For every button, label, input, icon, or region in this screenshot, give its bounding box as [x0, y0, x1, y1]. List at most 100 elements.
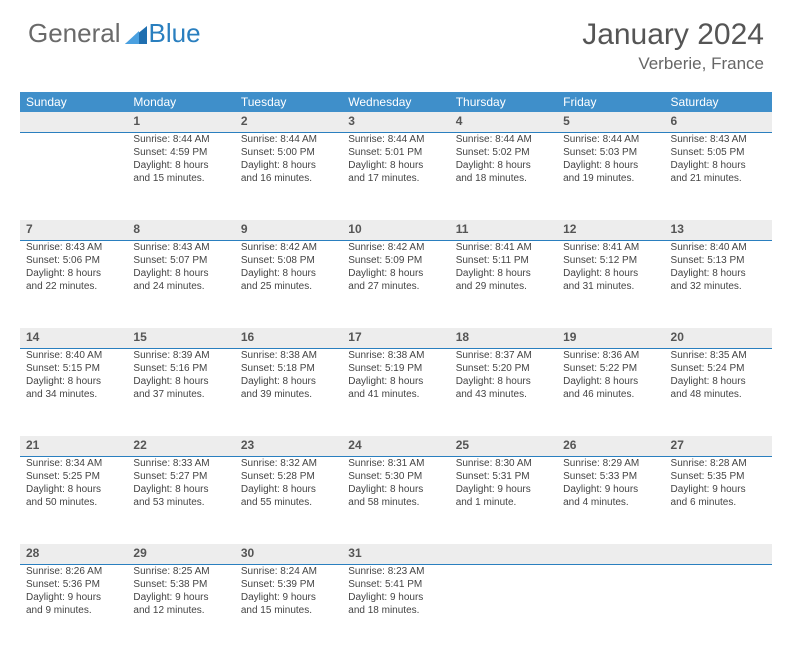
day-number: 26: [557, 436, 664, 456]
day-detail-line: Sunrise: 8:35 AM: [671, 349, 766, 362]
logo: General Blue: [28, 18, 201, 49]
weekday-header: Friday: [557, 92, 664, 112]
day-cell: Sunrise: 8:43 AMSunset: 5:07 PMDaylight:…: [127, 240, 234, 328]
weekday-header: Sunday: [20, 92, 127, 112]
day-content-row: Sunrise: 8:44 AMSunset: 4:59 PMDaylight:…: [20, 132, 772, 220]
day-detail-line: and 17 minutes.: [348, 172, 443, 185]
calendar-table: Sunday Monday Tuesday Wednesday Thursday…: [20, 92, 772, 652]
day-detail-line: and 12 minutes.: [133, 604, 228, 617]
day-detail-line: Sunrise: 8:28 AM: [671, 457, 766, 470]
day-cell: Sunrise: 8:34 AMSunset: 5:25 PMDaylight:…: [20, 456, 127, 544]
day-detail-line: Sunrise: 8:26 AM: [26, 565, 121, 578]
day-detail-line: and 9 minutes.: [26, 604, 121, 617]
day-detail-line: and 21 minutes.: [671, 172, 766, 185]
day-detail-line: Sunrise: 8:44 AM: [456, 133, 551, 146]
day-number: 30: [235, 544, 342, 564]
day-cell: Sunrise: 8:44 AMSunset: 5:00 PMDaylight:…: [235, 132, 342, 220]
day-detail-line: and 41 minutes.: [348, 388, 443, 401]
day-detail-line: Daylight: 8 hours: [241, 159, 336, 172]
day-detail-line: Daylight: 9 hours: [563, 483, 658, 496]
day-detail-line: Sunset: 5:36 PM: [26, 578, 121, 591]
day-detail-line: Daylight: 8 hours: [563, 375, 658, 388]
day-cell: Sunrise: 8:40 AMSunset: 5:15 PMDaylight:…: [20, 348, 127, 436]
day-detail-line: Sunset: 5:33 PM: [563, 470, 658, 483]
day-number: 3: [342, 112, 449, 132]
day-detail-line: Sunset: 5:39 PM: [241, 578, 336, 591]
day-detail-line: Daylight: 8 hours: [671, 375, 766, 388]
day-cell: [665, 564, 772, 652]
day-number: 16: [235, 328, 342, 348]
weekday-header-row: Sunday Monday Tuesday Wednesday Thursday…: [20, 92, 772, 112]
day-detail-line: Sunset: 5:07 PM: [133, 254, 228, 267]
day-detail-line: Sunset: 5:09 PM: [348, 254, 443, 267]
day-number-row: 123456: [20, 112, 772, 132]
day-number: [665, 544, 772, 564]
day-detail-line: Sunset: 5:11 PM: [456, 254, 551, 267]
day-detail-line: Sunset: 5:08 PM: [241, 254, 336, 267]
weekday-header: Wednesday: [342, 92, 449, 112]
weekday-header: Thursday: [450, 92, 557, 112]
day-detail-line: Sunrise: 8:34 AM: [26, 457, 121, 470]
day-detail-line: Sunset: 5:24 PM: [671, 362, 766, 375]
day-cell: Sunrise: 8:25 AMSunset: 5:38 PMDaylight:…: [127, 564, 234, 652]
day-detail-line: Daylight: 8 hours: [26, 483, 121, 496]
day-cell: Sunrise: 8:38 AMSunset: 5:18 PMDaylight:…: [235, 348, 342, 436]
logo-text-blue: Blue: [149, 18, 201, 49]
day-detail-line: Sunrise: 8:38 AM: [348, 349, 443, 362]
day-detail-line: Sunrise: 8:42 AM: [241, 241, 336, 254]
day-cell: Sunrise: 8:36 AMSunset: 5:22 PMDaylight:…: [557, 348, 664, 436]
day-detail-line: Sunrise: 8:44 AM: [563, 133, 658, 146]
day-detail-line: Sunrise: 8:39 AM: [133, 349, 228, 362]
day-number: 25: [450, 436, 557, 456]
day-number: [450, 544, 557, 564]
day-detail-line: Sunrise: 8:44 AM: [241, 133, 336, 146]
day-cell: Sunrise: 8:43 AMSunset: 5:06 PMDaylight:…: [20, 240, 127, 328]
day-number: 7: [20, 220, 127, 240]
day-detail-line: Daylight: 9 hours: [133, 591, 228, 604]
day-detail-line: Sunset: 5:01 PM: [348, 146, 443, 159]
day-number: 10: [342, 220, 449, 240]
day-detail-line: and 15 minutes.: [133, 172, 228, 185]
day-detail-line: Sunrise: 8:29 AM: [563, 457, 658, 470]
day-detail-line: Daylight: 8 hours: [26, 375, 121, 388]
day-detail-line: Daylight: 8 hours: [456, 159, 551, 172]
day-detail-line: Daylight: 8 hours: [133, 375, 228, 388]
day-detail-line: Sunrise: 8:25 AM: [133, 565, 228, 578]
day-detail-line: Daylight: 8 hours: [241, 375, 336, 388]
day-content-row: Sunrise: 8:26 AMSunset: 5:36 PM Daylight:…: [20, 564, 772, 652]
day-cell: Sunrise: 8:35 AMSunset: 5:24 PMDaylight:…: [665, 348, 772, 436]
logo-text-general: General: [28, 18, 121, 49]
month-title: January 2024: [582, 18, 764, 52]
day-detail-line: Daylight: 9 hours: [671, 483, 766, 496]
day-detail-line: and 24 minutes.: [133, 280, 228, 293]
day-cell: [20, 132, 127, 220]
day-number: 18: [450, 328, 557, 348]
day-detail-line: Sunrise: 8:44 AM: [133, 133, 228, 146]
day-detail-line: and 27 minutes.: [348, 280, 443, 293]
day-detail-line: Daylight: 8 hours: [456, 375, 551, 388]
day-number: [557, 544, 664, 564]
day-detail-line: Sunrise: 8:41 AM: [563, 241, 658, 254]
day-detail-line: Sunrise: 8:38 AM: [241, 349, 336, 362]
day-detail-line: Sunrise: 8:30 AM: [456, 457, 551, 470]
day-cell: [450, 564, 557, 652]
day-detail-line: Sunrise: 8:40 AM: [26, 349, 121, 362]
day-detail-line: and 53 minutes.: [133, 496, 228, 509]
day-detail-line: Sunset: 5:27 PM: [133, 470, 228, 483]
day-detail-line: Sunrise: 8:43 AM: [26, 241, 121, 254]
day-detail-line: Sunset: 5:38 PM: [133, 578, 228, 591]
day-number: 4: [450, 112, 557, 132]
day-number: 5: [557, 112, 664, 132]
day-detail-line: Sunset: 5:16 PM: [133, 362, 228, 375]
day-detail-line: and 39 minutes.: [241, 388, 336, 401]
day-cell: Sunrise: 8:43 AMSunset: 5:05 PMDaylight:…: [665, 132, 772, 220]
day-detail-line: and 18 minutes.: [348, 604, 443, 617]
day-number-row: 14151617181920: [20, 328, 772, 348]
day-number: 28: [20, 544, 127, 564]
day-number: 14: [20, 328, 127, 348]
day-cell: Sunrise: 8:37 AMSunset: 5:20 PMDaylight:…: [450, 348, 557, 436]
day-detail-line: Daylight: 8 hours: [26, 267, 121, 280]
day-detail-line: Sunrise: 8:23 AM: [348, 565, 443, 578]
day-detail-line: Daylight: 8 hours: [241, 267, 336, 280]
day-detail-line: Daylight: 8 hours: [348, 159, 443, 172]
